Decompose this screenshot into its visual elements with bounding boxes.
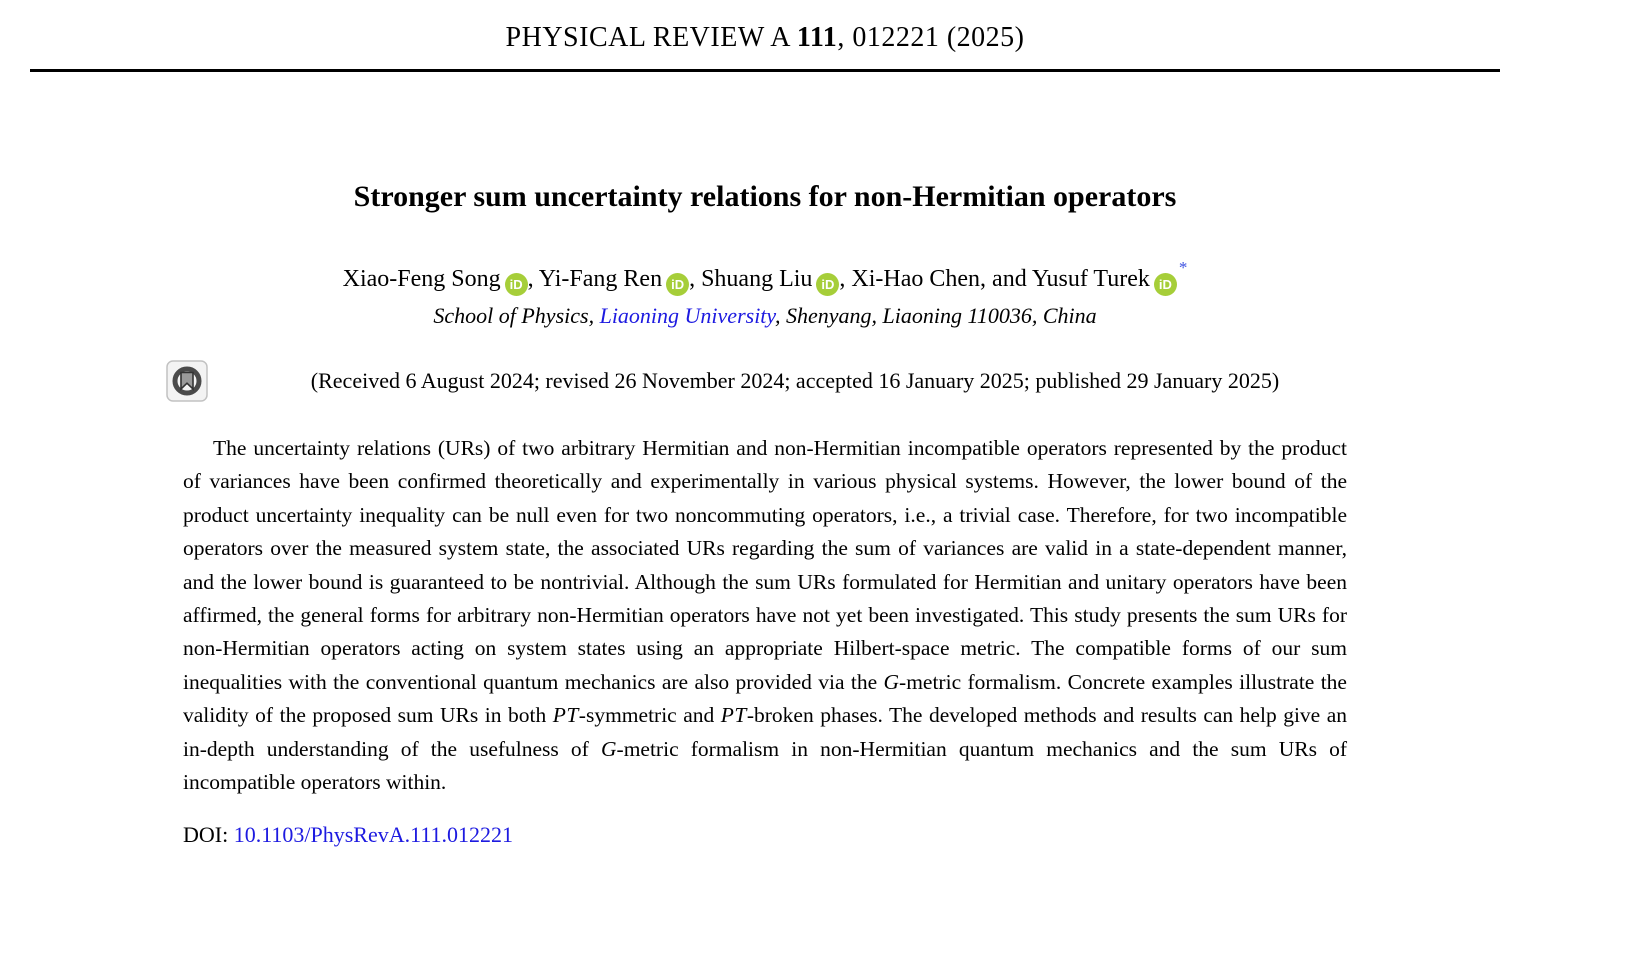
doi-line: DOI: 10.1103/PhysRevA.111.012221 <box>183 821 1347 849</box>
abstract-text-run: -metric formalism in non-Hermitian quant… <box>183 736 1347 795</box>
orcid-id-text: iD <box>671 277 685 292</box>
affiliation-line: School of Physics, Liaoning University, … <box>30 302 1500 330</box>
abstract-paragraph: The uncertainty relations (URs) of two a… <box>183 432 1347 799</box>
abstract-text-run: G <box>601 736 617 761</box>
author-separator: , <box>527 266 539 292</box>
doi-label: DOI: <box>183 822 234 848</box>
author-separator: , and <box>980 266 1032 292</box>
author-name: Xi-Hao Chen <box>851 266 981 292</box>
abstract-text-run: The uncertainty relations (URs) of two a… <box>183 436 1347 694</box>
doi-link[interactable]: 10.1103/PhysRevA.111.012221 <box>233 822 514 848</box>
journal-volume: 111 <box>796 22 838 53</box>
abstract-text-run: -broken phases. The developed methods an… <box>183 703 1347 761</box>
crossmark-check-for-updates-icon <box>166 360 208 402</box>
orcid-id-text: iD <box>509 277 523 292</box>
orcid-id-text: iD <box>1158 277 1172 292</box>
article-page: PHYSICAL REVIEW A 111, 012221 (2025) Str… <box>30 0 1500 849</box>
affiliation-university-link[interactable]: Liaoning University <box>599 303 775 328</box>
abstract-text-run: PT <box>552 703 579 728</box>
author-separator: , <box>839 266 852 292</box>
orcid-id-icon[interactable]: iD <box>504 273 528 296</box>
article-title: Stronger sum uncertainty relations for n… <box>353 180 1177 213</box>
abstract-text-run: PT <box>720 703 747 728</box>
history-row: (Received 6 August 2024; revised 26 Nove… <box>30 360 1500 402</box>
author-separator: , <box>689 266 702 292</box>
affiliation-prefix: School of Physics, <box>433 303 600 328</box>
author-name: Shuang Liu <box>701 266 813 292</box>
author-name: Yi-Fang Ren <box>538 266 663 292</box>
orcid-id-icon[interactable]: iD <box>816 273 840 296</box>
corresponding-author-asterisk[interactable]: * <box>1178 258 1188 277</box>
author-name: Xiao-Feng Song <box>342 266 501 292</box>
author-name: Yusuf Turek <box>1031 266 1150 292</box>
abstract-text-run: -symmetric and <box>578 703 721 728</box>
header-rule <box>30 69 1500 72</box>
abstract-text-run: G <box>883 669 900 694</box>
crossmark-check-for-updates-icon[interactable] <box>166 360 208 402</box>
affiliation-suffix: , Shenyang, Liaoning 110036, China <box>774 303 1097 328</box>
abstract-text-run: -metric formalism. Concrete examples ill… <box>183 669 1347 728</box>
journal-header: PHYSICAL REVIEW A 111, 012221 (2025) <box>30 0 1500 56</box>
journal-name: PHYSICAL REVIEW A <box>505 22 797 53</box>
orcid-id-text: iD <box>821 277 835 292</box>
orcid-id-icon[interactable]: iD <box>666 273 690 296</box>
history-text: (Received 6 August 2024; revised 26 Nove… <box>310 368 1280 393</box>
author-line: Xiao-Feng Song iD, Yi-Fang Ren iD, Shuang … <box>30 252 1500 296</box>
journal-issue-info: , 012221 (2025) <box>837 22 1025 53</box>
orcid-id-icon[interactable]: iD <box>1153 273 1177 296</box>
